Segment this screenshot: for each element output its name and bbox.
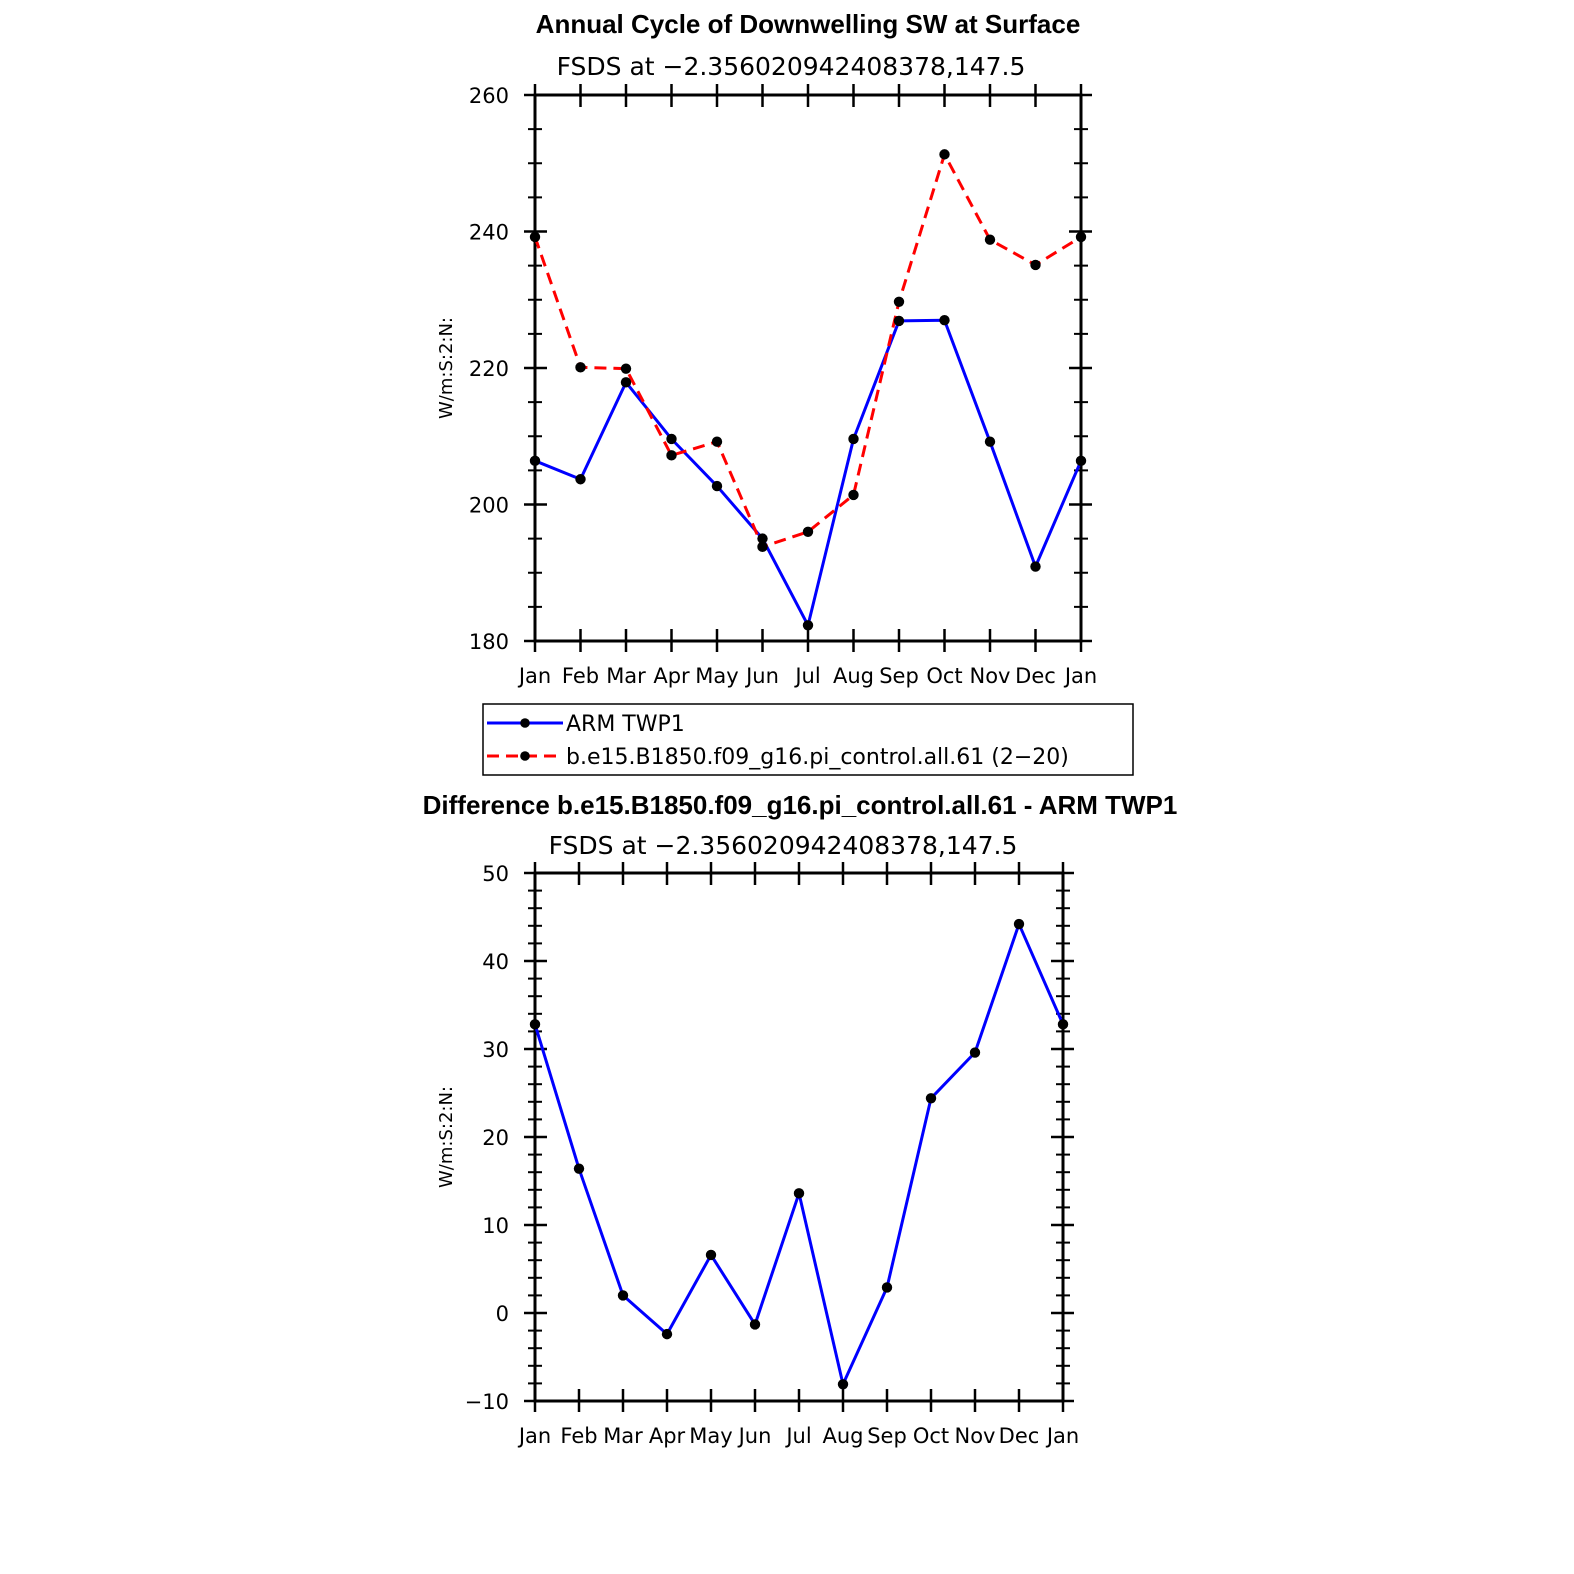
top-chart-x-tick-label: Aug xyxy=(833,664,874,688)
bottom-chart-x-tick-label: Mar xyxy=(603,1424,643,1448)
bottom-chart-frame xyxy=(533,871,1065,1403)
top-chart-series-0-point xyxy=(984,436,996,447)
bottom-chart-y-axis-label: W/m:S:2:N: xyxy=(436,1086,457,1188)
top-chart-series-0-point xyxy=(893,315,905,327)
bottom-chart-series-0-point xyxy=(925,1093,937,1104)
top-chart-x-tick-label: Jan xyxy=(1063,664,1097,688)
legend-label-model: b.e15.B1850.f09_g16.pi_control.all.61 (2… xyxy=(566,745,1069,770)
bottom-chart-x-tick-label: Jan xyxy=(517,1424,551,1448)
bottom-chart-series-0-point xyxy=(529,1019,541,1030)
bottom-chart-series-0-point xyxy=(837,1379,849,1390)
bottom-chart-series-0-line xyxy=(533,922,1065,1386)
legend-marker-arm-twp1 xyxy=(520,718,530,728)
top-chart-x-tick-label: Sep xyxy=(879,664,919,688)
bottom-chart-x-tick-label: Aug xyxy=(822,1424,863,1448)
bottom-chart-series-0-point xyxy=(881,1282,893,1293)
bottom-chart-series-0-point xyxy=(1057,1019,1069,1030)
top-chart-y-tick-label: 200 xyxy=(469,494,509,518)
bottom-chart-subtitle: FSDS at −2.356020942408378,147.5 xyxy=(549,831,1018,860)
bottom-chart-series-0-point xyxy=(793,1188,805,1199)
top-chart-series-0-point xyxy=(1075,455,1087,467)
bottom-chart-series-0-point xyxy=(705,1249,717,1261)
top-chart-series-0-point xyxy=(666,433,677,445)
top-chart-series-1-point xyxy=(802,526,814,537)
top-chart-series-1-point xyxy=(666,450,677,461)
top-chart-x-tick-label: May xyxy=(695,664,738,688)
top-chart-series-1-point xyxy=(529,231,541,243)
bottom-chart-y-tick-label: 40 xyxy=(482,950,509,974)
legend-box xyxy=(482,703,1134,776)
top-chart-series-0-point xyxy=(939,315,950,326)
top-chart-series-1-point xyxy=(984,234,996,245)
bottom-chart-series-0-point xyxy=(969,1047,981,1058)
top-chart-series-1-point xyxy=(893,296,905,307)
legend-label-arm-twp1: ARM TWP1 xyxy=(566,712,685,737)
bottom-chart-series-0-point xyxy=(617,1290,629,1301)
bottom-chart-x-tick-label: Jun xyxy=(737,1424,772,1448)
top-chart-x-tick-label: Jul xyxy=(793,664,820,688)
bottom-chart-x-tick-label: Oct xyxy=(913,1424,949,1448)
top-chart-x-tick-label: Feb xyxy=(562,664,599,688)
bottom-chart-x-tick-label: Apr xyxy=(649,1424,686,1448)
bottom-chart-x-tick-label: May xyxy=(689,1424,732,1448)
bottom-chart-series-0-point xyxy=(573,1163,585,1174)
bottom-chart-y-tick-label: 0 xyxy=(496,1302,509,1326)
bottom-chart-series-0-point xyxy=(1013,918,1025,930)
legend-marker-model xyxy=(520,751,530,761)
bottom-chart-x-tick-label: Dec xyxy=(999,1424,1040,1448)
top-chart-y-tick-label: 180 xyxy=(469,630,509,654)
top-chart-y-axis-label: W/m:S:2:N: xyxy=(436,317,457,419)
top-chart-y-tick-label: 240 xyxy=(469,221,509,245)
top-chart-series-1-point xyxy=(757,541,768,553)
bottom-chart-y-tick-label: 30 xyxy=(482,1038,509,1062)
top-chart-x-tick-label: Jun xyxy=(744,664,779,688)
bottom-chart-x-tick-label: Jul xyxy=(784,1424,811,1448)
top-chart-series-1-point xyxy=(711,436,723,447)
top-chart-series-0-point xyxy=(1030,561,1041,572)
top-chart-x-tick-label: Nov xyxy=(970,664,1011,688)
top-chart-plot: Jan Feb Mar Apr May Jun Jul Aug Sep Oct Nov Dec Jan 1… xyxy=(469,84,1097,688)
top-chart-series-1-point xyxy=(939,149,950,160)
top-chart-series-1-point xyxy=(1030,259,1041,271)
top-chart-series-1-line xyxy=(533,152,1082,549)
top-chart-x-tick-label: Apr xyxy=(653,664,690,688)
bottom-chart-x-tick-label: Feb xyxy=(560,1424,597,1448)
bottom-chart-y-tick-label: 20 xyxy=(482,1126,509,1150)
bottom-chart-title: Difference b.e15.B1850.f09_g16.pi_contro… xyxy=(423,790,1178,820)
top-chart-x-tick-label: Dec xyxy=(1015,664,1056,688)
bottom-chart-x-tick-label: Jan xyxy=(1045,1424,1079,1448)
top-chart-x-tick-label: Jan xyxy=(517,664,551,688)
bottom-chart-x-tick-label: Nov xyxy=(955,1424,996,1448)
bottom-chart-plot: Jan Feb Mar Apr May Jun Jul Aug Sep Oct Nov Dec Jan−… xyxy=(465,862,1079,1448)
top-chart-series-1-point xyxy=(620,363,632,374)
legend: ARM TWP1 b.e15.B1850.f09_g16.pi_control.… xyxy=(482,703,1134,776)
top-chart-title: Annual Cycle of Downwelling SW at Surfac… xyxy=(536,9,1081,39)
top-chart-series-0-point xyxy=(529,455,541,467)
top-chart-series-1-point xyxy=(1075,231,1087,243)
bottom-chart-series-0-point xyxy=(749,1319,761,1330)
top-chart-series-0-point xyxy=(620,377,632,388)
top-chart-series-0-point xyxy=(802,620,814,631)
top-chart-x-tick-label: Mar xyxy=(606,664,646,688)
top-chart-series-0-line xyxy=(534,318,1083,627)
bottom-chart-x-tick-label: Sep xyxy=(867,1424,907,1448)
bottom-chart-y-tick-label: −10 xyxy=(465,1390,509,1414)
top-chart-series-0-point xyxy=(575,474,586,485)
bottom-chart-y-tick-label: 50 xyxy=(482,862,509,886)
top-chart-series-1-point xyxy=(848,489,859,501)
top-chart-series-1-point xyxy=(575,362,586,373)
bottom-chart-series-0-point xyxy=(661,1328,673,1340)
top-chart-y-tick-label: 260 xyxy=(469,84,509,108)
top-chart-series-0-point xyxy=(848,433,859,445)
top-chart-series-0-point xyxy=(711,480,723,492)
top-chart-x-tick-label: Oct xyxy=(926,664,962,688)
top-chart-y-tick-label: 220 xyxy=(469,357,509,381)
top-chart-subtitle: FSDS at −2.356020942408378,147.5 xyxy=(557,52,1026,81)
bottom-chart-y-tick-label: 10 xyxy=(482,1214,509,1238)
top-chart-series-0-point xyxy=(757,533,768,544)
